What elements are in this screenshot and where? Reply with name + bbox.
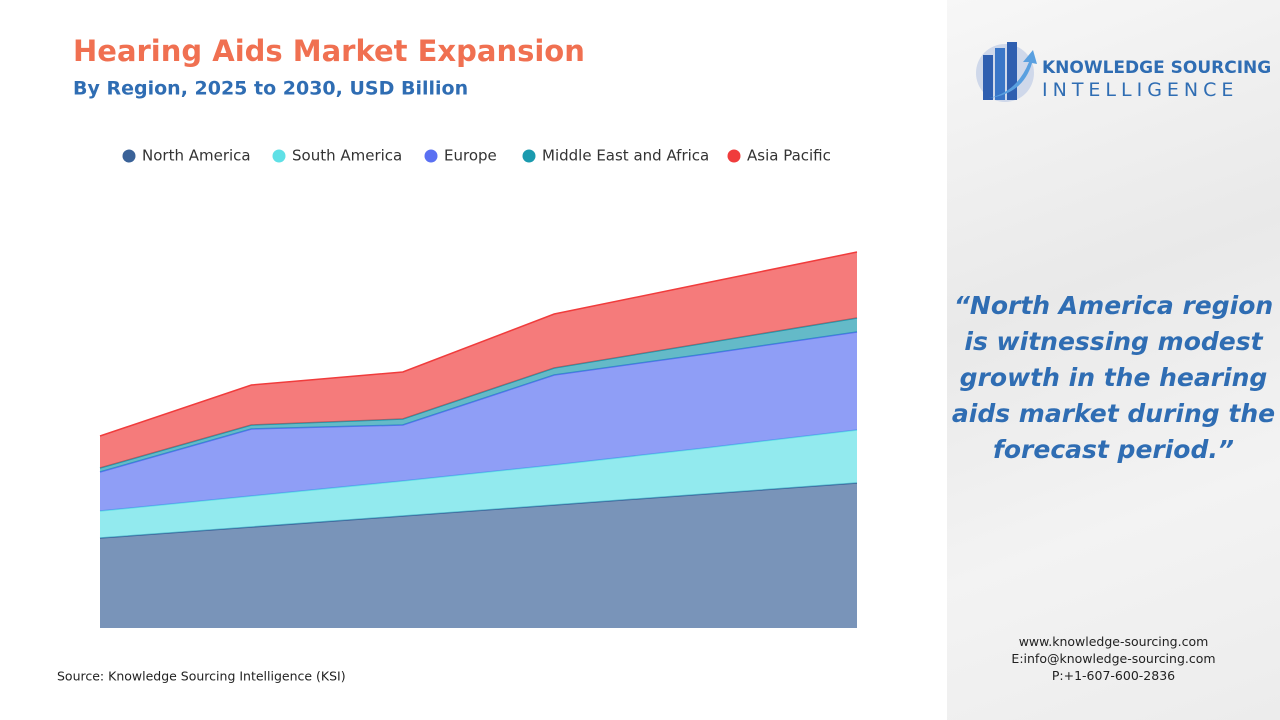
legend-label: Asia Pacific — [747, 147, 831, 165]
area — [100, 318, 857, 472]
sidebar: KNOWLEDGE SOURCING INTELLIGENCE “North A… — [947, 0, 1280, 720]
legend-marker — [522, 149, 536, 163]
logo: KNOWLEDGE SOURCING INTELLIGENCE — [976, 42, 1271, 102]
logo-text: INTELLIGENCE — [1042, 79, 1238, 101]
source: Source: Knowledge Sourcing Intelligence … — [57, 669, 346, 684]
email: E:info@knowledge-sourcing.com — [1011, 651, 1216, 666]
area-line — [99, 251, 858, 437]
logo-arrow — [989, 50, 1037, 98]
quote: “North America region is witnessing mode… — [951, 291, 1276, 464]
legend-label: North America — [142, 147, 251, 165]
legend-label: Europe — [444, 147, 497, 165]
legend-marker — [424, 149, 438, 163]
logo-text: KNOWLEDGE SOURCING — [1042, 58, 1271, 78]
chart-subtitle: By Region, 2025 to 2030, USD Billion — [73, 78, 468, 100]
chart: Hearing Aids Market Expansion By Region,… — [57, 34, 858, 684]
phone: P:+1-607-600-2836 — [1051, 668, 1176, 683]
area — [100, 332, 857, 511]
website: www.knowledge-sourcing.com — [1018, 634, 1209, 649]
area — [100, 252, 857, 468]
legend-marker — [727, 149, 741, 163]
logo-bar — [1007, 42, 1017, 100]
legend-label: South America — [292, 147, 402, 165]
area — [100, 430, 857, 538]
legend-label: Middle East and Africa — [542, 147, 709, 165]
chart-title: Hearing Aids Market Expansion — [73, 34, 585, 68]
logo-bar — [983, 55, 993, 100]
area — [100, 483, 857, 628]
logo-bar — [995, 48, 1005, 100]
legend-marker — [122, 149, 136, 163]
legend-marker — [272, 149, 286, 163]
